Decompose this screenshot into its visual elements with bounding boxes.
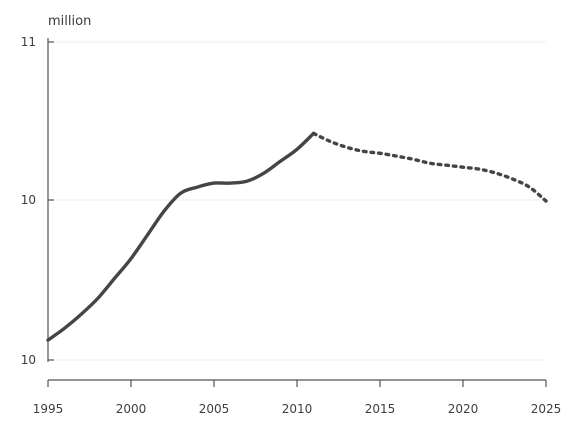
grid-layer	[48, 41, 546, 361]
series-layer	[46, 131, 548, 342]
y-tick-label: 10	[21, 353, 36, 367]
x-tick-label: 2005	[199, 402, 230, 416]
y-axis-unit-label: million	[48, 14, 91, 29]
x-tick-label: 2020	[448, 402, 479, 416]
axis-layer: million	[47, 14, 546, 381]
y-tick-label: 11	[21, 35, 36, 49]
y-tick-label: 10	[21, 193, 36, 207]
x-tick-label: 2025	[531, 402, 562, 416]
historical-series-line	[46, 131, 316, 342]
x-tick-label: 2015	[365, 402, 396, 416]
x-tick-label: 2000	[116, 402, 147, 416]
projection-series-line	[311, 131, 548, 203]
x-tick-layer: 1995 2000 2005 2010 2015 2020 2025	[33, 380, 562, 416]
x-tick-label: 1995	[33, 402, 64, 416]
y-tick-layer: 11 10 10	[21, 35, 54, 367]
x-tick-label: 2010	[282, 402, 313, 416]
